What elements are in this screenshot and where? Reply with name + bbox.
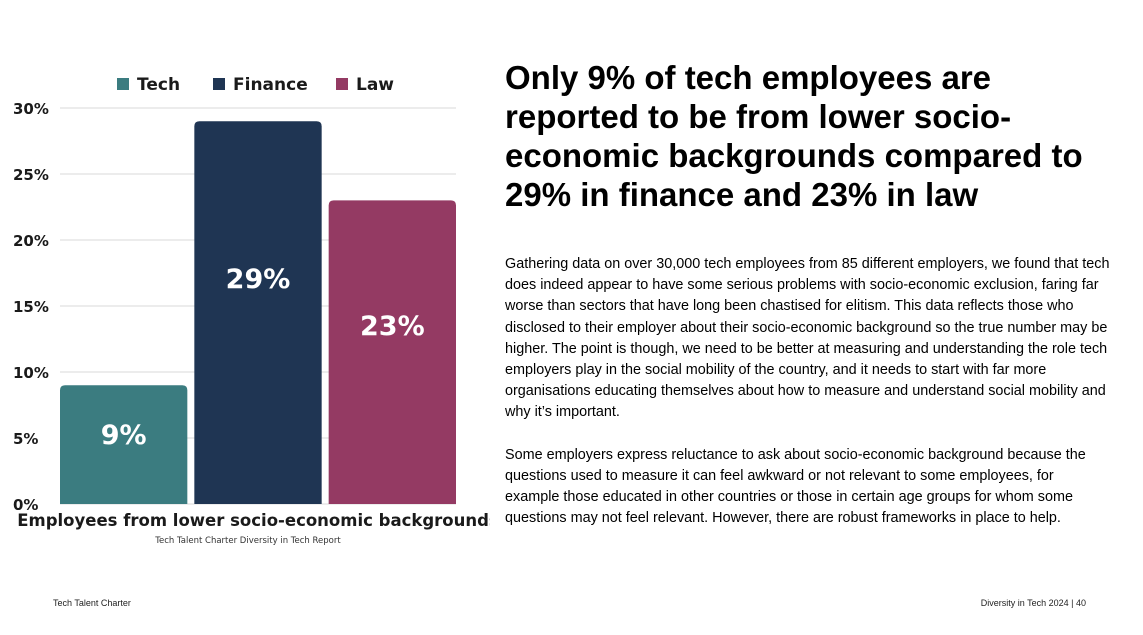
x-axis-label: Employees from lower socio-economic back… [17,511,490,530]
y-tick-label: 5% [13,430,38,448]
y-tick-label: 25% [13,166,49,184]
bar-law [328,200,456,504]
body-text: Gathering data on over 30,000 tech emplo… [505,254,1110,551]
legend-swatch-finance [213,78,225,90]
legend-label-finance: Finance [233,75,308,95]
y-tick-label: 30% [13,100,49,118]
legend-swatch-law [336,78,348,90]
headline: Only 9% of tech employees are reported t… [505,59,1083,213]
data-label-finance: 29% [226,264,291,295]
y-tick-label: 0% [13,496,38,514]
data-label-tech: 9% [101,420,147,451]
legend-swatch-tech [117,78,129,90]
paragraph-2: Some employers express reluctance to ask… [505,446,1086,527]
bar-finance [194,121,322,504]
data-label-law: 23% [360,311,425,342]
chart-source: Tech Talent Charter Diversity in Tech Re… [154,536,341,546]
y-tick-label: 20% [13,232,49,250]
y-tick-label: 15% [13,298,49,316]
bar-chart: 0% 5% 10% 15% 20% 25% 30% 9% 29% 23% Tech Finance La… [13,75,490,546]
y-tick-label: 10% [13,364,49,382]
footer-left: Tech Talent Charter [53,598,131,608]
bar-tech [60,385,188,504]
legend-label-tech: Tech [137,75,180,95]
footer-right: Diversity in Tech 2024 | 40 [980,598,1086,608]
paragraph-1: Gathering data on over 30,000 tech emplo… [505,256,1110,421]
legend-label-law: Law [356,75,394,95]
